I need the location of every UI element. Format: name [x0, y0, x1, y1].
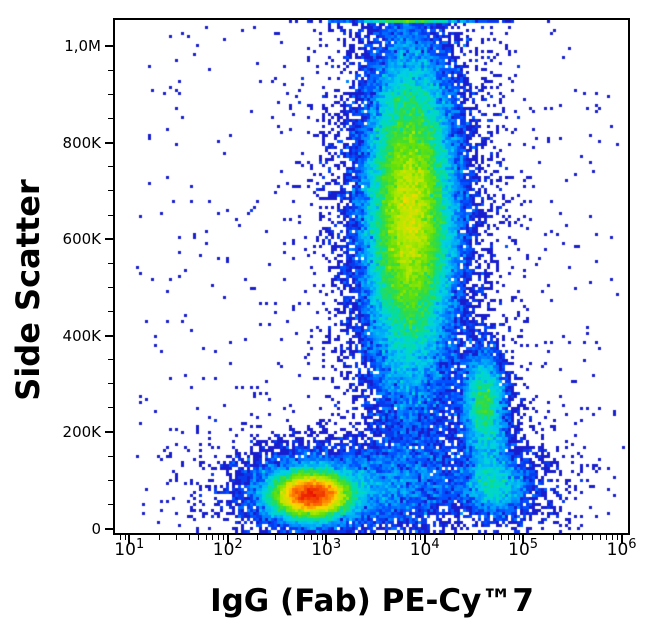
- x-tick-exponent: 2: [234, 537, 243, 552]
- x-axis-minor-tick: [570, 535, 572, 540]
- x-axis-minor-tick: [617, 535, 619, 540]
- x-axis-major-tick: [226, 535, 229, 543]
- x-axis-minor-tick: [223, 535, 225, 540]
- x-axis-minor-tick: [257, 535, 259, 540]
- x-tick-base: 10: [508, 540, 530, 560]
- y-axis-minor-tick: [108, 503, 113, 505]
- x-axis-minor-tick: [415, 535, 417, 540]
- x-axis-major-tick: [522, 535, 525, 543]
- x-axis-minor-tick: [606, 535, 608, 540]
- x-tick-base: 10: [606, 540, 629, 560]
- x-axis-minor-tick: [119, 535, 121, 540]
- x-tick-exponent: 1: [135, 537, 145, 552]
- y-axis-minor-tick: [108, 69, 113, 71]
- y-axis-minor-tick: [108, 407, 113, 409]
- y-axis-major-tick: [105, 141, 113, 144]
- y-axis-title: Side Scatter: [9, 179, 47, 401]
- x-tick-exponent: 5: [529, 537, 539, 552]
- x-tick-exponent: 6: [628, 537, 637, 552]
- x-axis-minor-tick: [373, 535, 375, 540]
- x-tick-exponent: 3: [332, 537, 342, 552]
- y-axis-tick-label: 400K: [62, 326, 101, 345]
- x-axis-minor-tick: [483, 535, 485, 540]
- x-axis-minor-tick: [188, 535, 190, 540]
- y-axis-major-tick: [105, 45, 113, 48]
- x-tick-base: 10: [311, 540, 333, 560]
- y-axis-minor-tick: [108, 359, 113, 361]
- x-axis-minor-tick: [218, 535, 220, 540]
- x-axis-tick-label: 106: [606, 537, 637, 560]
- x-axis-major-tick: [325, 535, 328, 543]
- y-axis-major-tick: [105, 527, 113, 530]
- x-axis-minor-tick: [409, 535, 411, 540]
- x-axis-minor-tick: [296, 535, 298, 540]
- x-axis-minor-tick: [385, 535, 387, 540]
- y-axis-minor-tick: [108, 190, 113, 192]
- x-axis-minor-tick: [513, 535, 515, 540]
- y-axis-minor-tick: [108, 262, 113, 264]
- x-axis-minor-tick: [552, 535, 554, 540]
- y-axis-major-tick: [105, 431, 113, 434]
- x-axis-minor-tick: [321, 535, 323, 540]
- x-axis-minor-tick: [599, 535, 601, 540]
- x-axis-minor-tick: [420, 535, 422, 540]
- x-axis-major-tick: [620, 535, 623, 543]
- x-axis-tick-label: 105: [508, 537, 538, 560]
- y-axis-tick-label: 1,0M: [64, 37, 101, 56]
- x-axis-minor-tick: [158, 535, 160, 540]
- x-tick-base: 10: [114, 540, 136, 560]
- y-axis-tick-label: 600K: [62, 230, 101, 249]
- x-axis-minor-tick: [176, 535, 178, 540]
- x-axis-tick-label: 104: [409, 537, 440, 560]
- y-axis-minor-tick: [108, 93, 113, 95]
- y-axis-major-tick: [105, 238, 113, 241]
- x-axis-major-tick: [423, 535, 426, 543]
- y-axis-minor-tick: [108, 214, 113, 216]
- y-axis-minor-tick: [108, 118, 113, 120]
- x-axis-minor-tick: [198, 535, 200, 540]
- x-axis-minor-tick: [454, 535, 456, 540]
- y-axis-minor-tick: [108, 383, 113, 385]
- x-axis-minor-tick: [493, 535, 495, 540]
- x-axis-tick-label: 102: [212, 537, 243, 560]
- density-plot-canvas: [115, 20, 628, 533]
- x-axis-minor-tick: [582, 535, 584, 540]
- x-axis-minor-tick: [287, 535, 289, 540]
- x-tick-base: 10: [409, 540, 432, 560]
- plot-frame: [113, 18, 630, 535]
- x-axis-minor-tick: [274, 535, 276, 540]
- x-axis-minor-tick: [212, 535, 214, 540]
- x-axis-minor-tick: [355, 535, 357, 540]
- x-axis-minor-tick: [402, 535, 404, 540]
- x-axis-minor-tick: [591, 535, 593, 540]
- x-tick-exponent: 4: [431, 537, 440, 552]
- x-axis-minor-tick: [471, 535, 473, 540]
- y-axis-minor-tick: [108, 479, 113, 481]
- x-axis-title: IgG (Fab) PE-Cy™7: [210, 583, 534, 619]
- y-axis-tick-label: 0: [91, 519, 101, 538]
- x-axis-minor-tick: [304, 535, 306, 540]
- y-axis-tick-label: 800K: [62, 133, 101, 152]
- y-axis-major-tick: [105, 334, 113, 337]
- x-axis-minor-tick: [310, 535, 312, 540]
- x-axis-minor-tick: [507, 535, 509, 540]
- x-axis-tick-label: 101: [114, 537, 144, 560]
- x-axis-minor-tick: [124, 535, 126, 540]
- x-axis-major-tick: [128, 535, 131, 543]
- y-axis-minor-tick: [108, 286, 113, 288]
- x-axis-minor-tick: [501, 535, 503, 540]
- x-axis-tick-label: 103: [311, 537, 341, 560]
- y-axis-minor-tick: [108, 455, 113, 457]
- x-tick-base: 10: [212, 540, 235, 560]
- x-axis-minor-tick: [612, 535, 614, 540]
- x-axis-minor-tick: [205, 535, 207, 540]
- x-axis-minor-tick: [518, 535, 520, 540]
- y-axis-tick-label: 200K: [62, 423, 101, 442]
- x-axis-minor-tick: [395, 535, 397, 540]
- y-axis-minor-tick: [108, 166, 113, 168]
- y-axis-minor-tick: [108, 310, 113, 312]
- x-axis-minor-tick: [316, 535, 318, 540]
